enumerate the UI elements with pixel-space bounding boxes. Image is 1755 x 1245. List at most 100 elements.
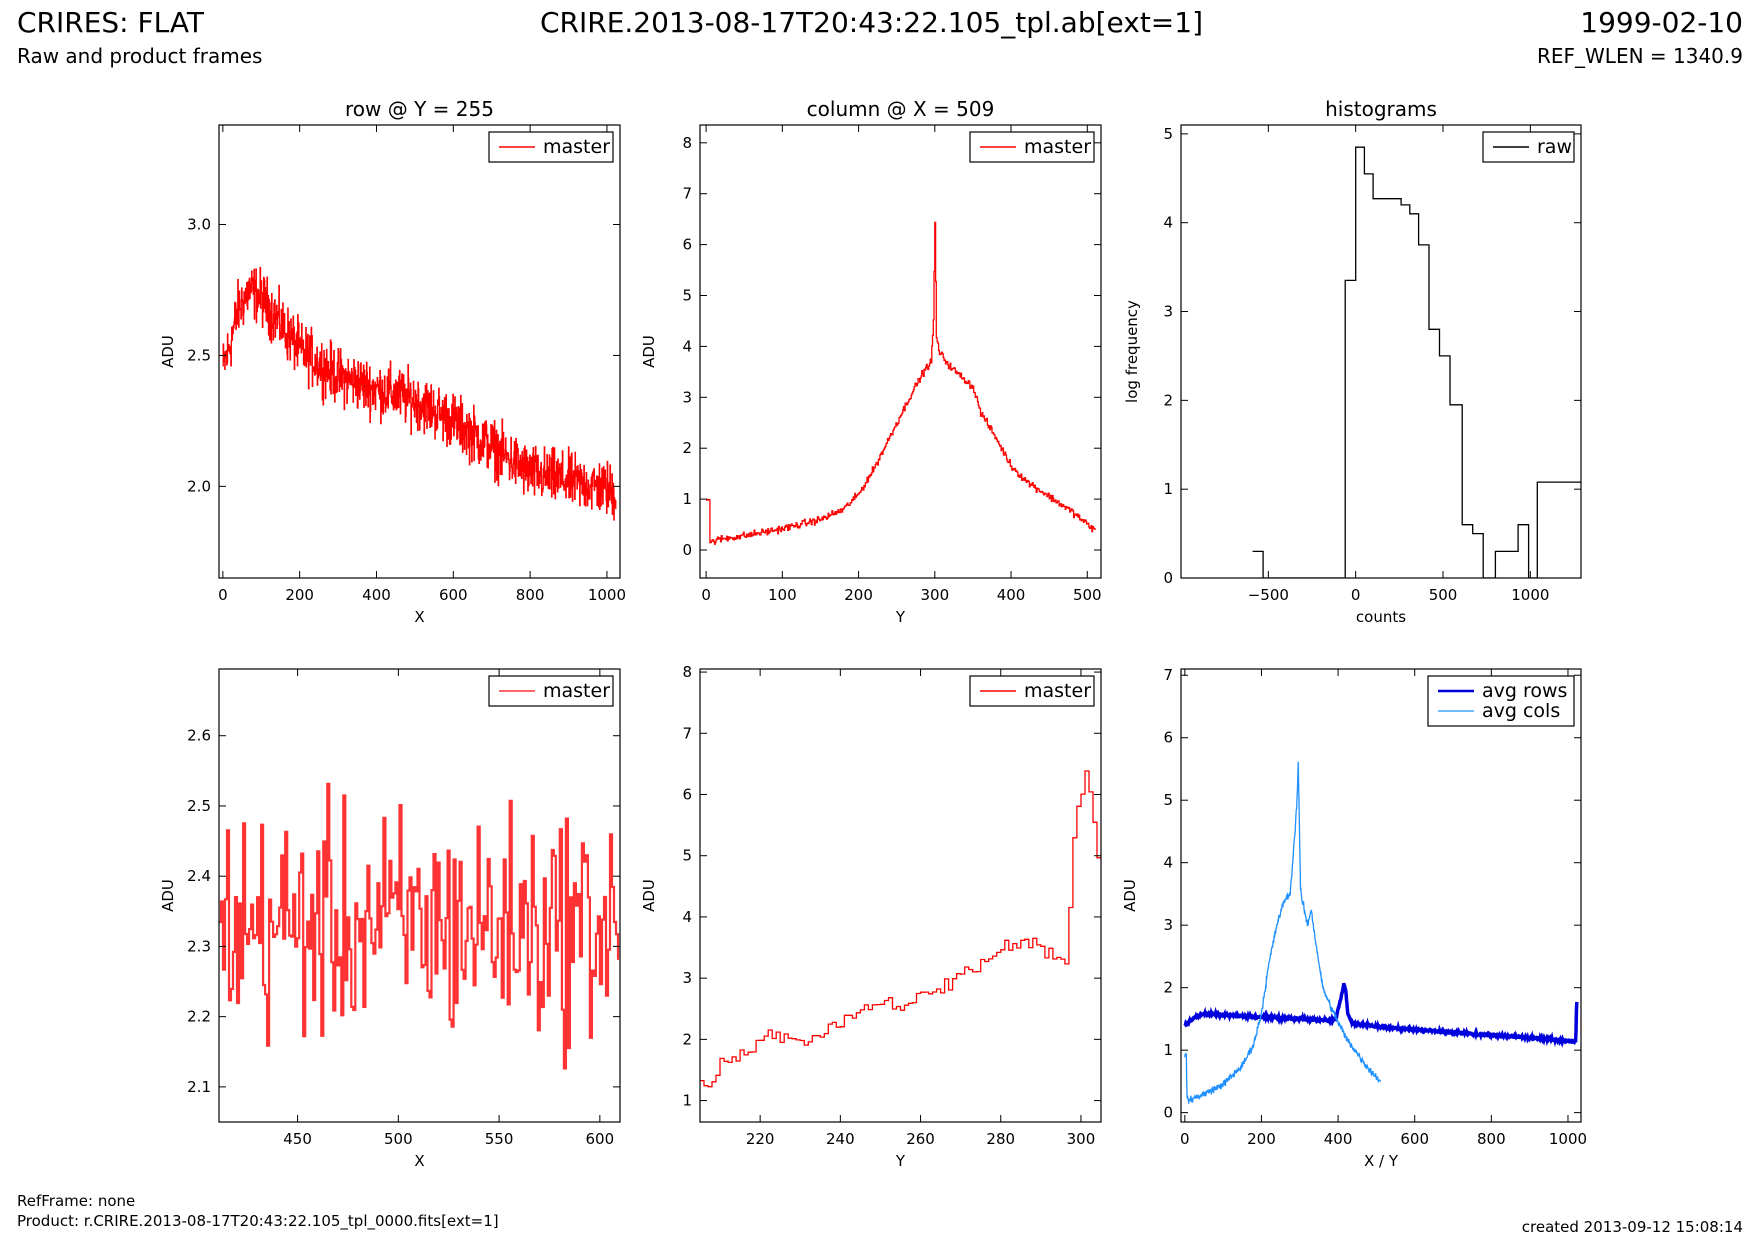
legend: master <box>488 131 614 163</box>
plot-frame <box>1180 124 1582 579</box>
y-tick-label: 2.4 <box>187 867 211 885</box>
y-tick-label: 2.6 <box>187 727 211 745</box>
x-tick-label: 1000 <box>1549 1130 1587 1148</box>
y-tick-label: 7 <box>1163 666 1173 684</box>
page-subtitle: Raw and product frames <box>17 44 263 68</box>
y-tick-label: 2 <box>1163 391 1173 409</box>
y-tick-label: 1 <box>682 490 692 508</box>
y-tick-label: 4 <box>1163 214 1173 232</box>
x-tick-label: 450 <box>283 1130 312 1148</box>
series-line-avg-rows <box>1183 982 1579 1048</box>
chart-title: column @ X = 509 <box>807 97 995 121</box>
y-tick-label: 2 <box>682 1030 692 1048</box>
y-tick-label: 5 <box>1163 125 1173 143</box>
plot-frame <box>699 124 1102 579</box>
y-tick-label: 7 <box>682 724 692 742</box>
x-tick-label: 240 <box>826 1130 855 1148</box>
legend-label: avg rows <box>1482 680 1567 702</box>
x-axis-label: X / Y <box>1364 1152 1399 1170</box>
y-tick-label: 2 <box>1163 979 1173 997</box>
chart-row-zoom: 450 500 550 600 2.1 2.2 2.3 2.4 2.5 2.6 X ADU master <box>159 668 621 1170</box>
chart-column-zoom: 220 240 260 280 300 1 2 3 4 5 6 7 8 Y ADU master <box>640 663 1102 1170</box>
y-tick-label: 3 <box>682 388 692 406</box>
y-tick-label: 2.3 <box>187 937 211 955</box>
y-axis-label: ADU <box>159 335 177 368</box>
y-tick-label: 5 <box>682 847 692 865</box>
series-line-master <box>219 782 620 1070</box>
series-line-raw <box>1252 146 1581 578</box>
y-tick-label: 1 <box>1163 1041 1173 1059</box>
x-tick-label: 1000 <box>1511 586 1549 604</box>
x-tick-label: 800 <box>516 586 545 604</box>
plot-frame <box>699 668 1102 1123</box>
x-tick-label: 260 <box>906 1130 935 1148</box>
x-tick-label: 400 <box>1324 1130 1353 1148</box>
y-tick-label: 5 <box>1163 791 1173 809</box>
y-tick-label: 6 <box>682 236 692 254</box>
chart-averages: 0 200 400 600 800 1000 0 1 2 3 4 5 6 7 X / Y ADU avg row… <box>1121 666 1587 1170</box>
x-axis-label: X <box>414 608 424 626</box>
y-tick-label: 8 <box>682 134 692 152</box>
y-tick-label: 3 <box>1163 303 1173 321</box>
x-axis-label: counts <box>1356 608 1406 626</box>
x-tick-label: 550 <box>485 1130 514 1148</box>
x-tick-label: 300 <box>1067 1130 1096 1148</box>
series-line-master <box>706 221 1096 545</box>
chart-histograms: −500 0 500 1000 0 1 2 3 4 5 histograms counts log fr… <box>1123 97 1582 626</box>
y-tick-label: 4 <box>682 337 692 355</box>
x-tick-label: 200 <box>844 586 873 604</box>
x-tick-label: 600 <box>1400 1130 1429 1148</box>
x-axis-label: Y <box>895 1152 906 1170</box>
x-tick-label: 500 <box>384 1130 413 1148</box>
series-line-avg-cols <box>1184 761 1382 1104</box>
plot-frame <box>218 124 621 579</box>
y-tick-label: 3 <box>1163 916 1173 934</box>
y-tick-label: 3.0 <box>187 216 211 234</box>
y-axis-label: log frequency <box>1123 300 1141 403</box>
legend-label: master <box>1024 680 1091 702</box>
x-tick-label: 0 <box>701 586 711 604</box>
x-tick-label: 600 <box>439 586 468 604</box>
y-tick-label: 2.2 <box>187 1008 211 1026</box>
y-tick-label: 2.1 <box>187 1078 211 1096</box>
x-tick-label: 500 <box>1073 586 1102 604</box>
y-axis-label: ADU <box>1121 879 1139 912</box>
y-tick-label: 6 <box>1163 729 1173 747</box>
y-tick-label: 0 <box>1163 1104 1173 1122</box>
y-tick-label: 4 <box>682 908 692 926</box>
ref-wlen-label: REF_WLEN = 1340.9 <box>1536 44 1743 68</box>
x-tick-label: 0 <box>218 586 228 604</box>
y-tick-label: 8 <box>682 663 692 681</box>
y-axis-label: ADU <box>159 879 177 912</box>
chart-title: histograms <box>1325 97 1437 121</box>
y-tick-label: 2.5 <box>187 797 211 815</box>
file-title: CRIRE.2013-08-17T20:43:22.105_tpl.ab[ext… <box>540 6 1204 39</box>
legend-label: master <box>1024 136 1091 158</box>
x-tick-label: 300 <box>920 586 949 604</box>
x-tick-label: 800 <box>1477 1130 1506 1148</box>
product-label: Product: r.CRIRE.2013-08-17T20:43:22.105… <box>17 1212 499 1230</box>
x-tick-label: 600 <box>586 1130 615 1148</box>
x-axis-label: Y <box>895 608 906 626</box>
chart-column: 0 100 200 300 400 500 0 1 2 3 4 5 6 7 8 column @ X = 50… <box>640 97 1102 626</box>
ref-frame-label: RefFrame: none <box>17 1192 136 1210</box>
y-tick-label: 5 <box>682 287 692 305</box>
y-tick-label: 4 <box>1163 854 1173 872</box>
y-axis-label: ADU <box>640 335 658 368</box>
legend-label: raw <box>1537 136 1572 158</box>
x-tick-label: 220 <box>746 1130 775 1148</box>
legend: raw <box>1482 131 1575 163</box>
y-tick-label: 1 <box>1163 480 1173 498</box>
legend: master <box>488 675 614 707</box>
x-tick-label: −500 <box>1248 586 1289 604</box>
x-tick-label: 400 <box>997 586 1026 604</box>
chart-title: row @ Y = 255 <box>345 97 494 121</box>
x-tick-label: 0 <box>1180 1130 1190 1148</box>
legend-label: master <box>543 680 610 702</box>
x-tick-label: 280 <box>986 1130 1015 1148</box>
series-line-master <box>222 266 617 521</box>
y-tick-label: 6 <box>682 785 692 803</box>
x-axis-label: X <box>414 1152 424 1170</box>
